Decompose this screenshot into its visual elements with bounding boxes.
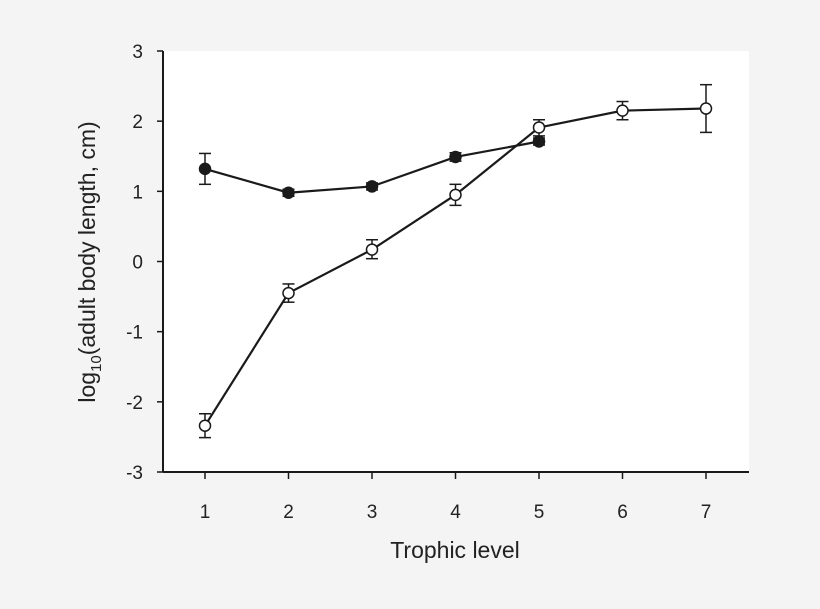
x-tick-label: 2 bbox=[283, 502, 294, 523]
series-filled bbox=[198, 135, 546, 199]
y-tick-label: -3 bbox=[126, 463, 143, 484]
y-title-prefix: log bbox=[74, 372, 100, 403]
y-tick-label: 1 bbox=[132, 182, 143, 203]
y-tick-label: 0 bbox=[132, 253, 143, 274]
series-layer bbox=[198, 83, 713, 439]
filled-circle-marker bbox=[198, 162, 212, 176]
x-tick-label: 5 bbox=[534, 502, 545, 523]
open-circle-marker bbox=[449, 188, 462, 202]
y-title-subscript: 10 bbox=[88, 355, 105, 372]
y-tick-label: -1 bbox=[126, 323, 143, 344]
filled-circle-marker bbox=[282, 186, 295, 199]
filled-circle-marker bbox=[365, 180, 379, 193]
open-circle-marker bbox=[616, 104, 629, 117]
open-circle-marker bbox=[532, 121, 546, 134]
open-circle-marker bbox=[365, 243, 379, 256]
open-circle-marker bbox=[198, 419, 212, 432]
filled-circle-marker bbox=[449, 150, 462, 164]
plot-area bbox=[163, 51, 749, 472]
y-tick-label: 3 bbox=[132, 42, 143, 63]
y-tick-label: 2 bbox=[132, 112, 143, 133]
x-tick-label: 4 bbox=[450, 502, 461, 523]
x-tick-label: 3 bbox=[367, 502, 378, 523]
x-tick-label: 1 bbox=[200, 502, 211, 523]
filled-circle-marker bbox=[532, 135, 546, 148]
x-tick-label: 7 bbox=[701, 502, 712, 523]
x-tick-label: 6 bbox=[617, 502, 628, 523]
x-axis-title: Trophic level bbox=[390, 537, 520, 563]
series-open bbox=[198, 83, 713, 439]
axes: -3 -2 -1 0 1 2 3 1 2 3 4 5 6 7 bbox=[126, 42, 749, 523]
y-title-suffix: (adult body length, cm) bbox=[74, 121, 100, 355]
y-axis-title: log10(adult body length, cm) bbox=[74, 121, 105, 402]
open-circle-marker bbox=[699, 102, 713, 115]
y-tick-label: -2 bbox=[126, 393, 143, 414]
open-circle-marker bbox=[282, 286, 295, 300]
